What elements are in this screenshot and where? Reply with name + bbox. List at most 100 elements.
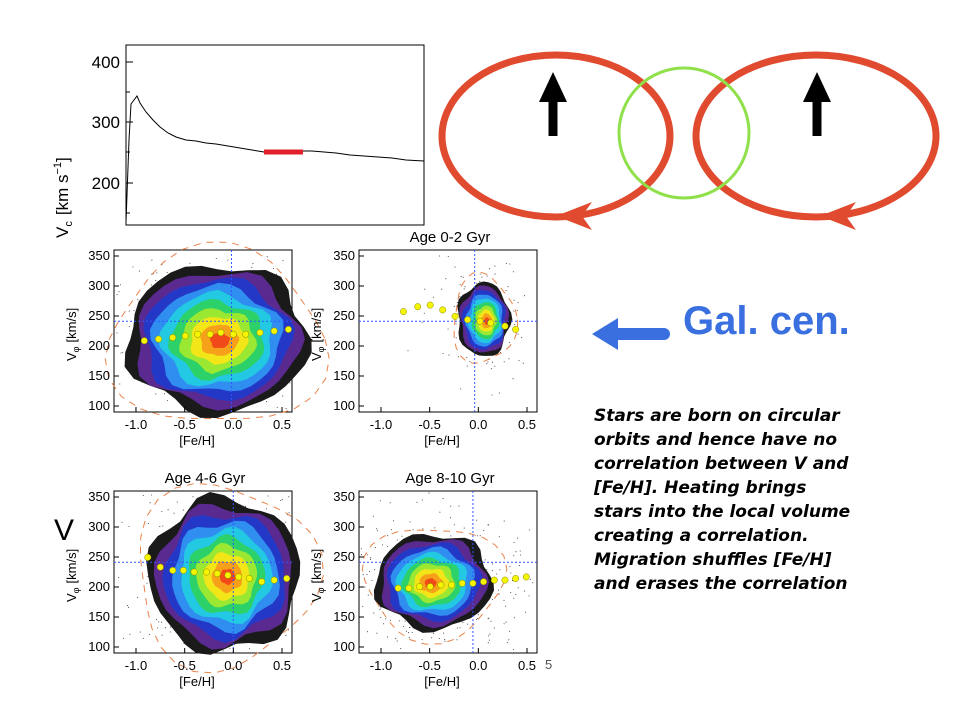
- orbit-diagram: [438, 51, 940, 230]
- mean-velocity-point: [522, 573, 530, 581]
- mean-velocity-point: [156, 563, 164, 571]
- y-tick-label: 350: [88, 489, 110, 504]
- y-tick-label: 100: [333, 398, 355, 413]
- y-axis-label: Vφ[km/s]: [64, 549, 81, 602]
- mean-velocity-point: [476, 317, 484, 325]
- rc-tick-300: 300: [92, 113, 120, 132]
- rotation-curve-line: [126, 95, 424, 220]
- y-tick-label: 250: [88, 308, 110, 323]
- left-velocity-arrow-head: [539, 72, 567, 102]
- mean-velocity-point: [439, 306, 447, 314]
- rotation-curve-panel: 400 300 200 Vc[km s−1]: [52, 44, 425, 238]
- dashed-contour: [104, 241, 330, 419]
- mean-velocity-point: [426, 301, 434, 309]
- caption-line: correlation between V and: [594, 454, 849, 474]
- y-tick-label: 200: [88, 338, 110, 353]
- mean-velocity-point: [512, 325, 520, 333]
- y-tick-label: 350: [333, 248, 355, 263]
- y-axis-label: Vφ[km/s]: [309, 549, 326, 602]
- mean-velocity-point: [458, 579, 466, 587]
- panel-title: Age 4-6 Gyr: [165, 470, 246, 487]
- mean-velocity-point: [448, 581, 456, 589]
- panel-title: Age 0-2 Gyr: [410, 229, 491, 246]
- mean-velocity-point: [400, 308, 407, 316]
- right-orbit: [692, 51, 940, 221]
- y-tick-label: 300: [333, 519, 355, 534]
- y-axis-label: Vφ[km/s]: [64, 308, 81, 361]
- mean-velocity-point: [490, 576, 498, 584]
- left-orbit: [438, 51, 674, 221]
- rc-tick-200: 200: [92, 174, 120, 193]
- mean-velocity-point: [206, 330, 214, 338]
- x-axis-label: [Fe/H]: [424, 674, 459, 689]
- panel-1: 350 300 250 200 150 100 -1.0 -0.5 0.0 0.5 [Fe/H] Vφ…: [64, 241, 330, 448]
- galactic-center-indicator: Gal. cen.: [592, 299, 850, 350]
- y-axis-label: Vφ[km/s]: [309, 308, 326, 361]
- big-v-label: V: [54, 514, 74, 547]
- panel-3: 350 300 250 200 150 100 -1.0 -0.5 0.0 0.5 [Fe/H] Vφ…: [64, 470, 324, 689]
- mean-velocity-point: [394, 584, 402, 592]
- mean-velocity-point: [213, 570, 221, 578]
- mean-velocity-point: [169, 334, 177, 341]
- mean-velocity-point: [242, 330, 250, 338]
- rc-y-axis-label: Vc[km s−1]: [52, 157, 75, 238]
- local-volume-circle: [617, 66, 751, 200]
- mean-velocity-point: [217, 329, 225, 337]
- x-tick-label: -0.5: [173, 658, 195, 673]
- mean-velocity-point: [451, 312, 459, 320]
- mean-velocity-point: [270, 327, 278, 335]
- mean-velocity-point: [284, 325, 292, 333]
- panel-title: Age 8-10 Gyr: [405, 470, 494, 487]
- y-tick-label: 350: [88, 248, 110, 263]
- panel-2: 350 300 250 200 150 100 -1.0 -0.5 0.0 0.5 [Fe/H] Vφ…: [309, 229, 538, 448]
- mean-velocity-point: [144, 553, 152, 561]
- mean-velocity-point: [235, 573, 243, 581]
- x-tick-label: 0.0: [469, 658, 487, 673]
- x-tick-label: 0.0: [469, 417, 487, 432]
- mean-velocity-point: [190, 568, 198, 576]
- x-tick-label: 0.0: [224, 417, 242, 432]
- mean-velocity-point: [464, 316, 472, 324]
- dashed-contour: [361, 529, 508, 645]
- y-tick-label: 150: [88, 368, 110, 383]
- right-velocity-arrow-head: [803, 72, 831, 102]
- mean-velocity-points: [400, 301, 520, 333]
- mean-velocity-point: [501, 322, 509, 330]
- y-tick-label: 150: [88, 609, 110, 624]
- x-tick-label: -1.0: [125, 417, 147, 432]
- mean-velocity-point: [224, 571, 232, 579]
- mean-velocity-point: [426, 583, 434, 591]
- x-tick-label: 0.0: [224, 658, 242, 673]
- y-tick-label: 300: [88, 278, 110, 293]
- mean-velocity-point: [194, 330, 202, 338]
- y-tick-label: 200: [333, 338, 355, 353]
- mean-velocity-points: [394, 573, 530, 592]
- y-tick-label: 250: [333, 308, 355, 323]
- y-tick-label: 150: [333, 368, 355, 383]
- mean-velocity-point: [179, 566, 187, 574]
- x-tick-label: -0.5: [418, 658, 440, 673]
- y-tick-label: 350: [333, 489, 355, 504]
- mean-velocity-point: [405, 584, 413, 592]
- x-tick-label: -1.0: [370, 417, 392, 432]
- mean-velocity-point: [140, 337, 148, 345]
- mean-velocity-point: [155, 335, 162, 343]
- caption-line: and erases the correlation: [594, 574, 848, 594]
- density-contours: [124, 265, 312, 418]
- y-tick-label: 200: [333, 579, 355, 594]
- mean-velocity-point: [229, 330, 237, 338]
- caption-line: Migration shuffles [Fe/H]: [594, 550, 832, 570]
- x-tick-label: 0.5: [518, 417, 536, 432]
- density-contours: [373, 534, 494, 633]
- dashed-contour: [139, 482, 324, 674]
- right-orbit-arrowhead: [820, 202, 856, 230]
- mean-velocity-point: [512, 575, 520, 582]
- mean-velocity-point: [258, 578, 266, 586]
- gal-cen-arrow-head: [592, 318, 618, 350]
- mean-velocity-point: [256, 329, 264, 337]
- x-tick-label: 0.5: [518, 658, 536, 673]
- mean-velocity-point: [245, 575, 253, 582]
- caption-line: Stars are born on circular: [594, 406, 840, 426]
- page-number: 5: [545, 657, 552, 672]
